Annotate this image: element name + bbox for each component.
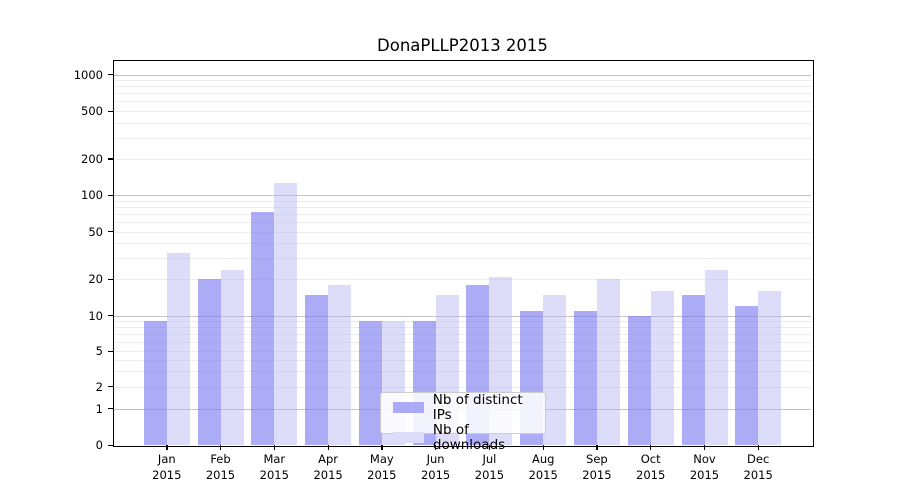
y-tick-label: 20 — [88, 272, 103, 287]
legend-label-distinct-ips: Nb of distinct IPs — [432, 391, 523, 423]
y-tick-label: 200 — [81, 151, 103, 166]
legend-swatch-distinct-ips — [393, 402, 424, 413]
chart-title: DonaPLLP2013 2015 — [377, 36, 548, 55]
legend: Nb of distinct IPs Nb of downloads — [380, 391, 546, 452]
x-tick-label: Nov 2015 — [689, 452, 720, 482]
y-tick-label: 5 — [95, 344, 103, 358]
x-tick-label: Feb 2015 — [205, 452, 236, 482]
y-tick-label: 500 — [81, 104, 103, 118]
y-tick-label: 1000 — [73, 67, 103, 82]
legend-row-distinct-ips: Nb of distinct IPs — [393, 391, 545, 423]
x-tick-label: Sep 2015 — [582, 452, 612, 482]
x-tick-label: Oct 2015 — [636, 452, 666, 482]
x-tick-label: Jan 2015 — [152, 452, 182, 482]
x-tick-label: Aug 2015 — [528, 452, 558, 482]
plot-border — [112, 59, 814, 447]
y-tick-label: 1 — [95, 401, 103, 416]
legend-label-downloads: Nb of downloads — [432, 421, 506, 453]
x-tick-label: Dec 2015 — [743, 452, 773, 482]
y-tick-label: 0 — [95, 438, 103, 452]
x-tick-label: Mar 2015 — [259, 452, 289, 482]
x-tick-label: Jun 2015 — [420, 452, 451, 482]
x-tick-label: Apr 2015 — [313, 452, 343, 482]
x-tick-label: Jul 2015 — [474, 452, 505, 482]
y-tick-label: 10 — [88, 308, 103, 323]
y-tick-label: 2 — [95, 379, 103, 394]
legend-row-downloads: Nb of downloads — [393, 421, 545, 453]
y-tick-label: 100 — [81, 188, 103, 203]
y-tick-label: 50 — [88, 224, 103, 239]
x-tick-label: May 2015 — [367, 452, 397, 482]
legend-swatch-downloads — [393, 432, 424, 443]
